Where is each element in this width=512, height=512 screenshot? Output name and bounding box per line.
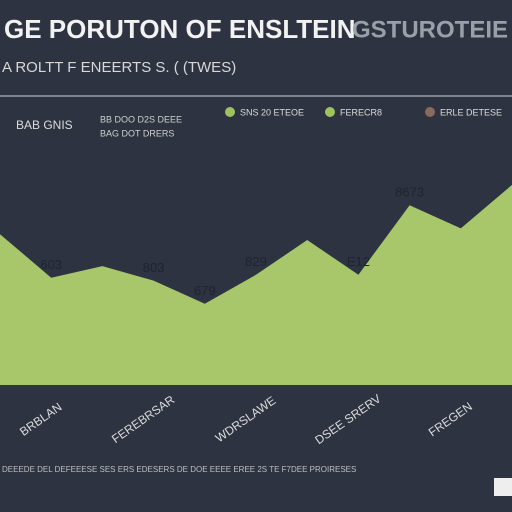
annotation: 679 [194, 283, 216, 298]
annotation: 829 [245, 254, 267, 269]
legend-header: BAB GNIS [16, 118, 73, 132]
legend-swatch [225, 107, 235, 117]
legend-series: BAG DOT DRERS [100, 128, 174, 138]
header-note: BB DOO D2S DEEE [100, 114, 182, 124]
annotation: E12 [347, 254, 370, 269]
chart-title: GE PORUTON OF ENSLTEIN [4, 14, 356, 44]
legend-label: SNS 20 ETEOE [240, 107, 304, 117]
footnote: DEEEDE DEL DEFEEESE SES ERS EDESERS DE D… [2, 465, 356, 474]
area [0, 184, 512, 385]
legend-swatch [425, 107, 435, 117]
corner-badge [494, 478, 512, 496]
legend-label: FERECR8 [340, 107, 382, 117]
annotation: 603 [40, 257, 62, 272]
legend-label: ERLE DETESE [440, 107, 502, 117]
annotation: 8673 [395, 185, 424, 200]
subtitle: A ROLTT F ENEERTS S. ( (TWES) [2, 59, 236, 76]
title-right: GSTUROTEIE Y [352, 16, 512, 43]
annotation: 803 [143, 260, 165, 275]
legend-swatch [325, 107, 335, 117]
